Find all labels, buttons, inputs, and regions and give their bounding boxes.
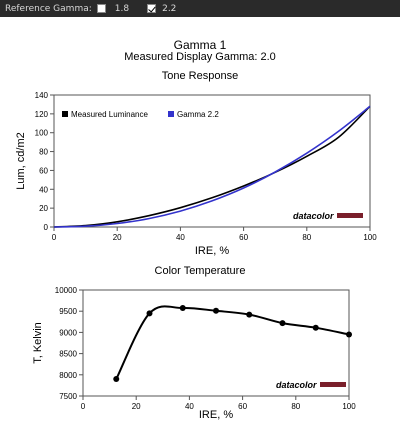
- datacolor-logo-bar: [320, 382, 346, 387]
- y-tick-label: 140: [35, 91, 49, 100]
- x-tick-label: 60: [239, 233, 248, 242]
- data-point: [312, 324, 319, 331]
- y-axis-label: T, Kelvin: [32, 322, 44, 364]
- x-tick-label: 0: [81, 402, 86, 411]
- y-tick-label: 60: [39, 166, 48, 175]
- x-tick-label: 100: [342, 402, 356, 411]
- y-axis-label: Lum, cd/m2: [15, 132, 27, 189]
- x-tick-label: 20: [132, 402, 141, 411]
- reference-gamma-label: Reference Gamma:: [5, 3, 92, 14]
- y-tick-label: 7500: [59, 392, 77, 401]
- data-point: [113, 376, 120, 383]
- y-tick-label: 120: [35, 110, 49, 119]
- x-axis-label: IRE, %: [199, 409, 233, 421]
- gamma-2.2-label: 2.2: [162, 3, 177, 14]
- x-tick-label: 100: [363, 233, 377, 242]
- x-tick-label: 40: [185, 402, 194, 411]
- y-tick-label: 10000: [55, 286, 78, 295]
- x-tick-label: 80: [302, 233, 311, 242]
- data-point: [246, 311, 253, 318]
- plot-area: [82, 289, 350, 397]
- y-tick-label: 9500: [59, 307, 77, 316]
- legend-label: Measured Luminance: [71, 110, 148, 119]
- data-point: [279, 320, 286, 327]
- color-temperature-title: Color Temperature: [154, 265, 246, 277]
- y-tick-label: 100: [35, 129, 49, 138]
- legend-swatch: [62, 111, 68, 117]
- x-tick-label: 40: [176, 233, 185, 242]
- y-tick-label: 9000: [59, 328, 77, 337]
- series-line: [53, 105, 371, 228]
- plot-area: [53, 94, 371, 228]
- x-tick-label: 0: [52, 233, 57, 242]
- datacolor-logo: datacolor: [293, 211, 334, 221]
- series-line: [53, 105, 371, 228]
- legend-label: Gamma 2.2: [177, 110, 219, 119]
- y-tick-label: 40: [39, 185, 48, 194]
- tone-response-title: Tone Response: [161, 70, 239, 82]
- reference-gamma-bar: Reference Gamma: 1.8 2.2: [0, 0, 400, 17]
- data-point: [213, 307, 219, 314]
- gamma-1.8-label: 1.8: [114, 3, 130, 14]
- page-title: Gamma 1: [173, 38, 227, 52]
- x-axis-label: IRE, %: [195, 245, 229, 257]
- x-tick-label: 80: [291, 402, 300, 411]
- y-tick-label: 20: [39, 204, 48, 213]
- y-tick-label: 8500: [59, 350, 77, 359]
- datacolor-logo-bar: [337, 213, 363, 218]
- page-subtitle: Measured Display Gamma: 2.0: [124, 51, 276, 63]
- datacolor-logo: datacolor: [276, 380, 317, 390]
- y-tick-label: 80: [39, 148, 48, 157]
- legend-swatch: [168, 111, 174, 117]
- data-point: [346, 331, 352, 338]
- data-point: [179, 305, 186, 312]
- gamma-2.2-checkbox[interactable]: [147, 4, 157, 13]
- y-tick-label: 8000: [59, 371, 77, 380]
- data-point: [146, 310, 153, 317]
- x-tick-label: 60: [238, 402, 247, 411]
- gamma-1.8-checkbox[interactable]: [96, 4, 106, 13]
- y-tick-label: 0: [44, 223, 49, 232]
- x-tick-label: 20: [113, 233, 122, 242]
